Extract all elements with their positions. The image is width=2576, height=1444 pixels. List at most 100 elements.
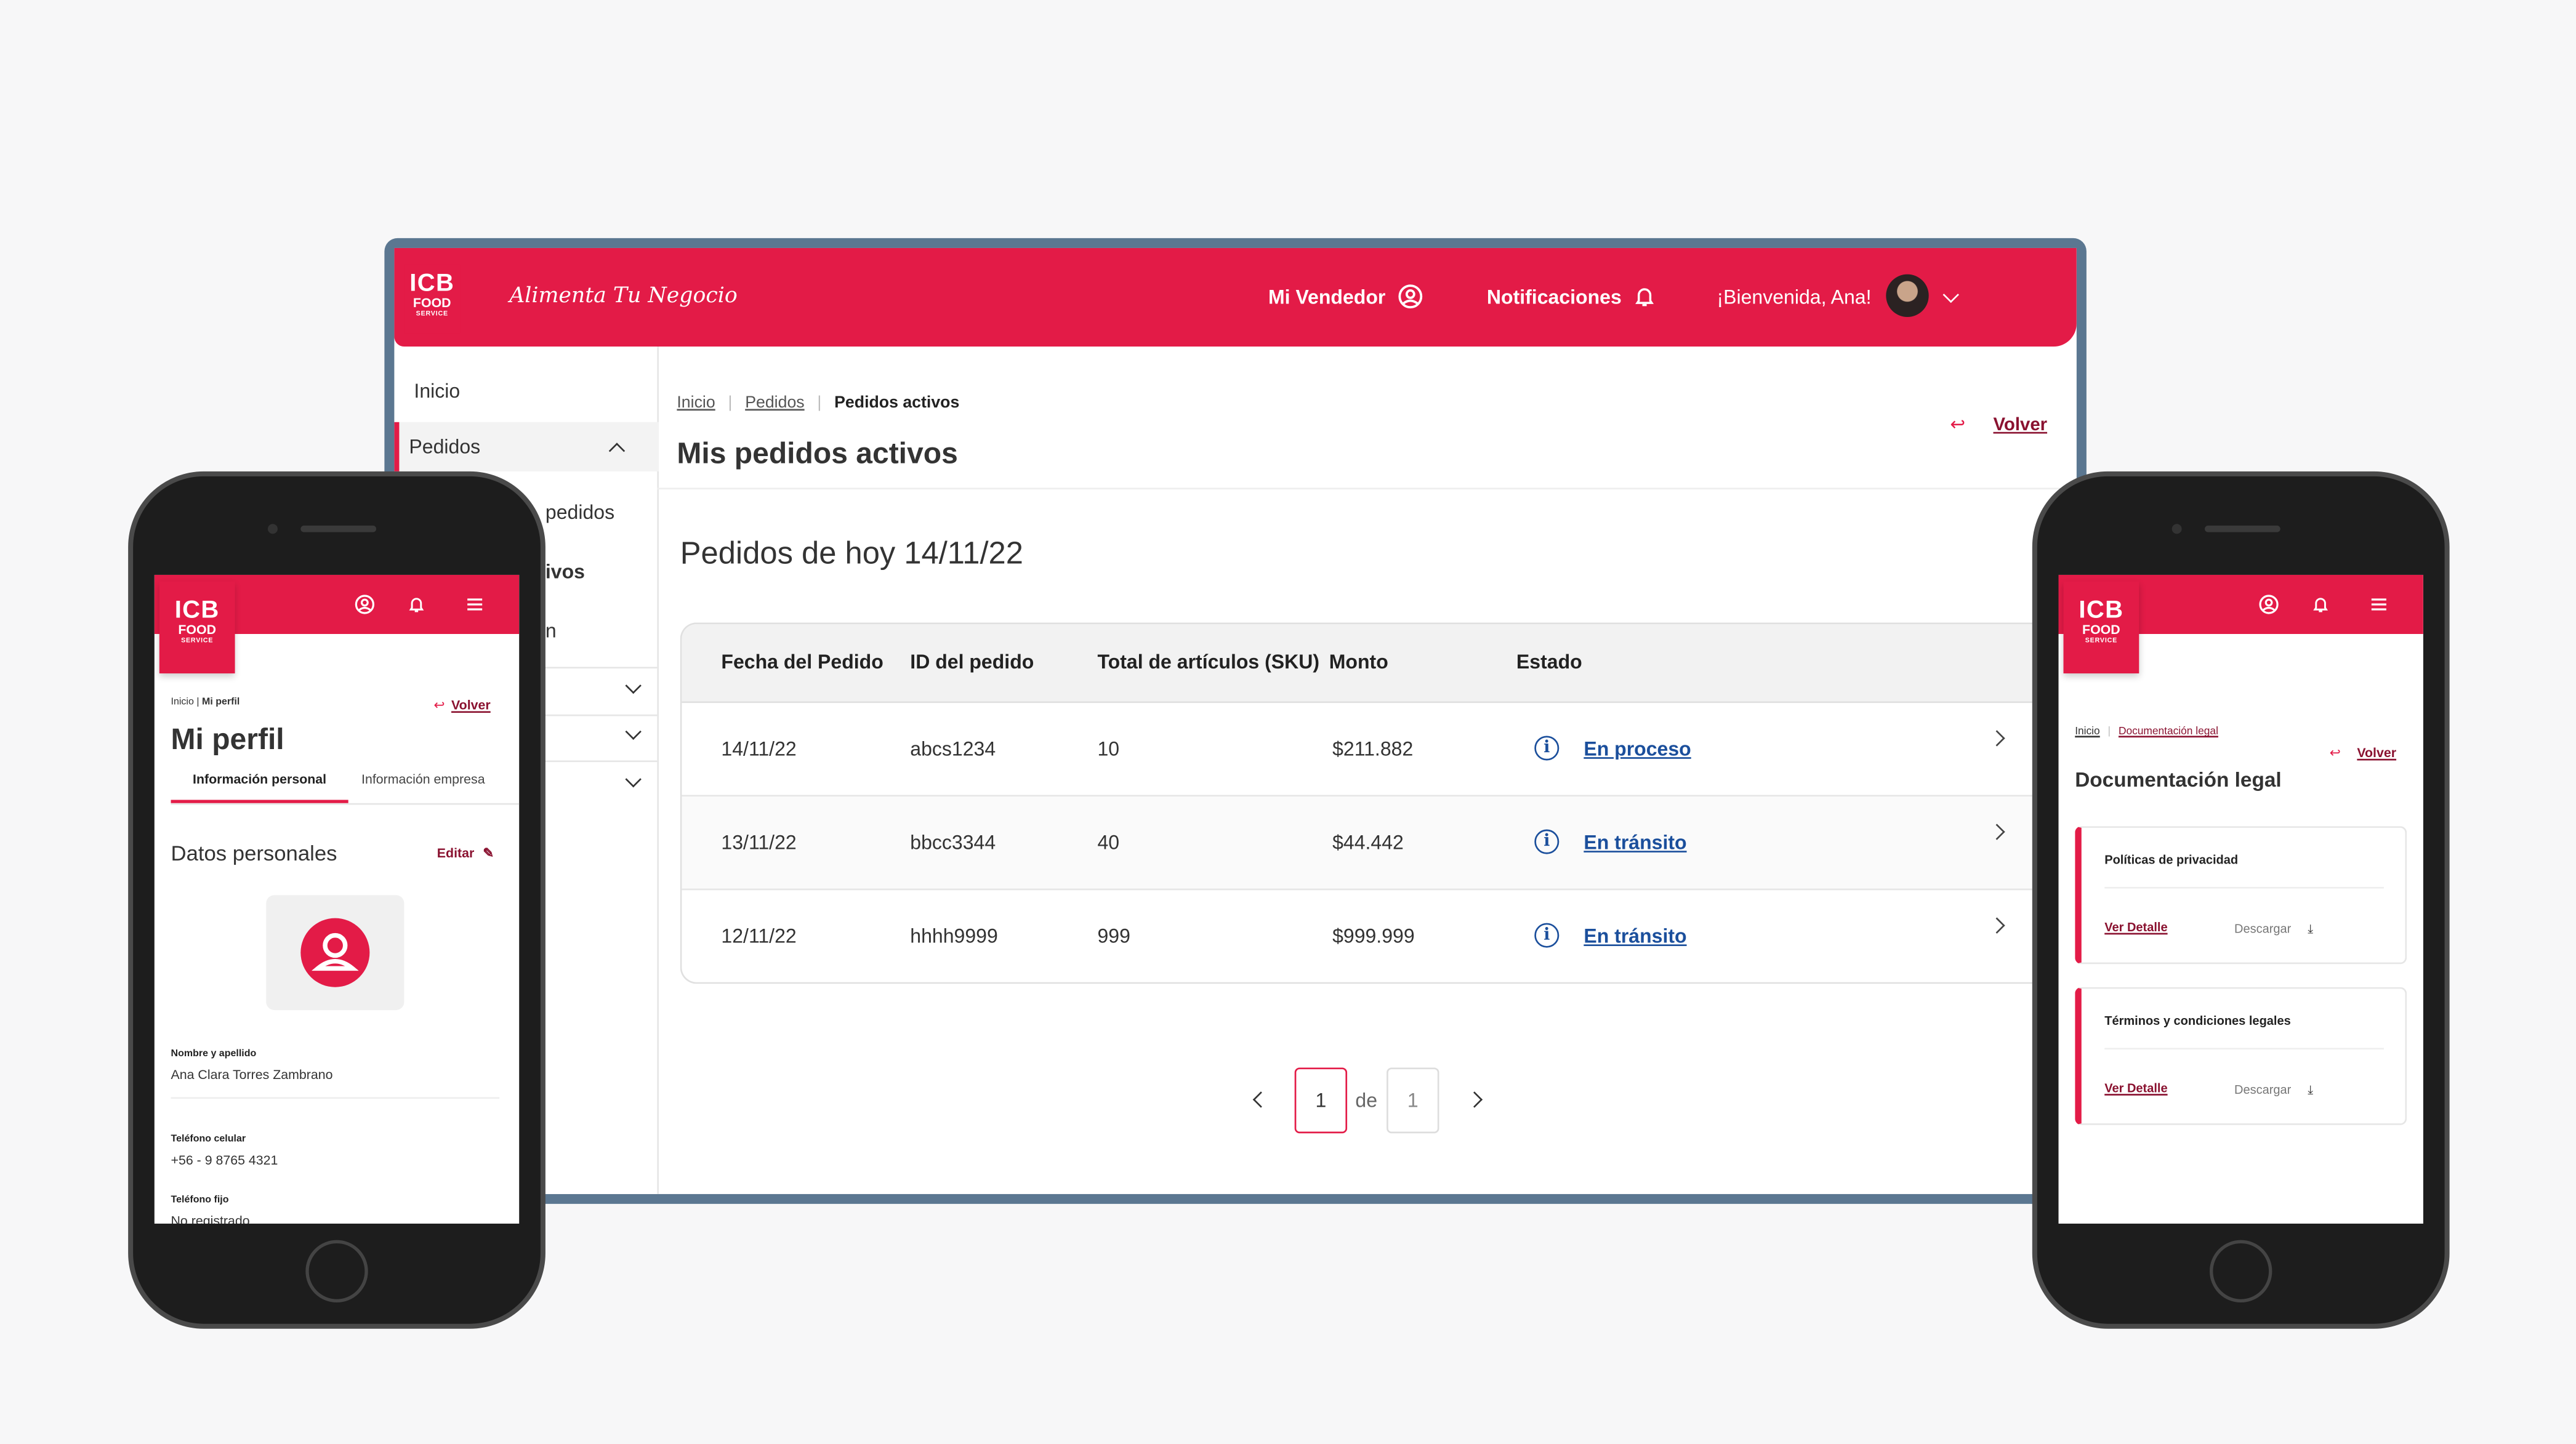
bell-icon[interactable] <box>408 595 425 614</box>
back-label: Volver <box>2357 745 2397 761</box>
speaker <box>300 525 377 532</box>
brand-logo[interactable]: ICB FOOD SERVICE <box>159 581 235 674</box>
divider <box>2104 1048 2384 1050</box>
back-arrow-icon: ↩ <box>1950 415 1965 436</box>
avatar[interactable] <box>1886 274 1929 318</box>
chevron-down-icon[interactable] <box>625 677 642 694</box>
breadcrumb-home[interactable]: Inicio <box>2075 726 2100 738</box>
tab-personal[interactable]: Información personal <box>171 772 348 803</box>
divider <box>2104 886 2384 889</box>
table-row[interactable]: 13/11/22 bbcc3344 40 $44.442 i En tránsi… <box>682 796 2062 891</box>
breadcrumb-home[interactable]: Inicio <box>171 698 194 708</box>
chevron-right-icon[interactable] <box>1989 824 2005 840</box>
status-link[interactable]: En proceso <box>1584 737 1691 761</box>
sidebar-subitem-active[interactable]: ivos <box>545 560 585 584</box>
phone-left-screen: ICB FOOD SERVICE Inicio | Mi perfil ↩ Vol… <box>154 574 520 1224</box>
chevron-down-icon[interactable] <box>625 723 642 740</box>
back-link[interactable]: ↩ Volver <box>2330 745 2396 760</box>
home-button <box>305 1240 368 1303</box>
sidebar-subitem[interactable]: n <box>545 619 557 643</box>
orders-table: Fecha del Pedido ID del pedido Total de … <box>680 622 2062 984</box>
page-total: 1 <box>1387 1067 1439 1134</box>
doc-card: Términos y condiciones legales Ver Detal… <box>2075 987 2407 1125</box>
sidebar-subitem[interactable]: pedidos <box>545 500 615 524</box>
page-title: Mis pedidos activos <box>677 436 958 470</box>
edit-link[interactable]: Editar ✎ <box>437 846 494 860</box>
view-detail-link[interactable]: Ver Detalle <box>2104 920 2168 935</box>
breadcrumb-current: Mi perfil <box>202 698 240 708</box>
logo-food-text: FOOD <box>178 622 217 638</box>
info-icon[interactable]: i <box>1534 923 1560 948</box>
back-arrow-icon: ↩ <box>433 698 445 713</box>
table-row[interactable]: 12/11/22 hhhh9999 999 $999.999 i En trán… <box>682 890 2061 982</box>
brand-logo[interactable]: ICB FOOD SERVICE <box>404 264 461 334</box>
logo-text: ICB <box>409 269 455 297</box>
status-link[interactable]: En tránsito <box>1584 831 1687 854</box>
back-label: Volver <box>451 698 491 713</box>
breadcrumb-orders[interactable]: Pedidos <box>745 394 805 412</box>
phone-right-screen: ICB FOOD SERVICE Inicio | Documentación … <box>2058 574 2423 1224</box>
breadcrumb-home[interactable]: Inicio <box>677 394 715 412</box>
front-camera <box>2171 524 2182 534</box>
brand-logo[interactable]: ICB FOOD SERVICE <box>2063 581 2139 674</box>
user-circle-icon <box>1398 284 1422 309</box>
sidebar-item-inicio[interactable]: Inicio <box>414 379 461 403</box>
user-circle-icon[interactable] <box>2259 595 2279 614</box>
download-button[interactable]: Descargar ⤓ <box>2234 921 2313 938</box>
breadcrumb: Inicio | Pedidos | Pedidos activos <box>677 394 959 412</box>
download-icon: ⤓ <box>2308 921 2314 936</box>
menu-icon[interactable] <box>2369 595 2389 614</box>
download-button[interactable]: Descargar ⤓ <box>2234 1082 2313 1099</box>
chevron-down-icon[interactable] <box>625 771 642 788</box>
phone-left: ICB FOOD SERVICE Inicio | Mi perfil ↩ Vol… <box>128 471 545 1329</box>
status-link[interactable]: En tránsito <box>1584 925 1687 948</box>
back-label: Volver <box>1993 415 2048 436</box>
cell-date: 14/11/22 <box>721 737 797 761</box>
cell-id: abcs1234 <box>910 737 996 761</box>
vendor-link[interactable]: Mi Vendedor <box>1268 284 1422 309</box>
logo-text: ICB <box>2079 596 2124 624</box>
bell-icon[interactable] <box>2311 595 2329 614</box>
section-title: Pedidos de hoy 14/11/22 <box>680 537 1023 572</box>
front-camera <box>267 524 278 534</box>
chevron-left-icon[interactable] <box>1252 1091 1270 1108</box>
chevron-right-icon[interactable] <box>1989 917 2005 934</box>
breadcrumb: Inicio | Mi perfil <box>171 698 240 708</box>
breadcrumb-sep: | <box>2107 726 2111 738</box>
doc-card: Políticas de privacidad Ver Detalle Desc… <box>2075 826 2407 965</box>
page-current[interactable]: 1 <box>1294 1067 1348 1134</box>
chevron-down-icon[interactable] <box>1942 286 1959 303</box>
logo-service-text: SERVICE <box>2085 635 2118 644</box>
chevron-up-icon <box>608 443 626 459</box>
download-label: Descargar <box>2234 1082 2292 1097</box>
sidebar-item-pedidos[interactable]: Pedidos <box>394 422 659 471</box>
view-detail-link[interactable]: Ver Detalle <box>2104 1080 2168 1096</box>
info-icon[interactable]: i <box>1534 736 1560 761</box>
info-icon[interactable]: i <box>1534 829 1560 854</box>
breadcrumb: Inicio | Documentación legal <box>2075 726 2218 737</box>
chevron-right-icon[interactable] <box>1466 1091 1483 1108</box>
back-link[interactable]: ↩ Volver <box>433 698 490 713</box>
cell-date: 13/11/22 <box>721 831 797 854</box>
breadcrumb-current[interactable]: Documentación legal <box>2118 726 2218 738</box>
user-icon <box>300 918 370 987</box>
section-title: Datos personales <box>171 841 337 866</box>
notifications-link[interactable]: Notificaciones <box>1487 284 1657 309</box>
download-icon: ⤓ <box>2308 1082 2314 1097</box>
tab-company[interactable]: Información empresa <box>361 772 485 787</box>
welcome-text: ¡Bienvenida, Ana! <box>1717 286 1872 309</box>
cell-amount: $211.882 <box>1332 737 1414 761</box>
bell-icon <box>1636 288 1655 307</box>
menu-icon[interactable] <box>465 595 485 614</box>
back-link[interactable]: ↩ Volver <box>1950 414 2047 435</box>
chevron-right-icon[interactable] <box>1989 730 2005 747</box>
logo-service-text: SERVICE <box>181 635 214 644</box>
field-value: Ana Clara Torres Zambrano <box>171 1067 333 1083</box>
page-sep: de <box>1355 1089 1378 1112</box>
logo-food-text: FOOD <box>2082 622 2120 638</box>
field-value: +56 - 9 8765 4321 <box>171 1153 278 1168</box>
table-row[interactable]: 14/11/22 abcs1234 10 $211.882 i En proce… <box>682 703 2062 797</box>
user-circle-icon[interactable] <box>355 595 374 614</box>
breadcrumb-sep: | <box>817 394 822 412</box>
